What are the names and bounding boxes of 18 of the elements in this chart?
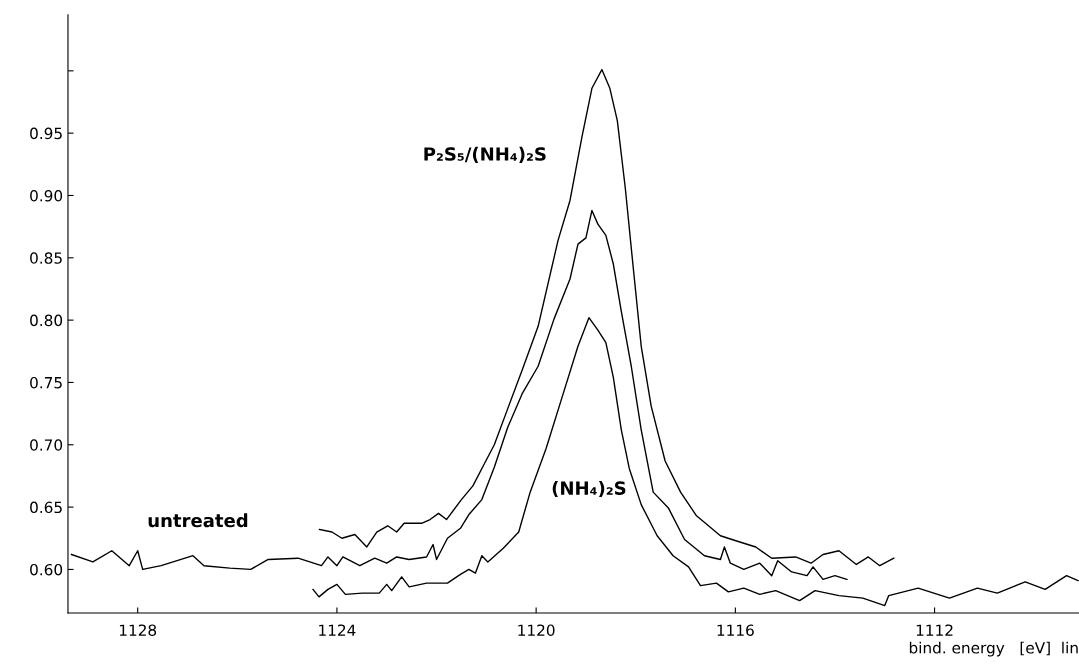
x-tick-label: 1112 <box>916 624 953 636</box>
x-tick-label: 1124 <box>319 624 356 636</box>
y-tick-label: 0.80 <box>30 314 63 327</box>
line-series <box>312 316 1079 607</box>
y-tick-label: 0.70 <box>30 439 63 451</box>
x-tick-label: 1120 <box>518 624 555 636</box>
series-label: P₂S₅/(NH₄)₂S <box>424 146 546 163</box>
y-tick-label: 0.85 <box>30 252 62 264</box>
y-tick-label: 0.90 <box>30 189 63 202</box>
series-label: untreated <box>148 513 248 528</box>
series-label: (NH₄)₂S <box>552 480 626 498</box>
x-tick-label: 1128 <box>119 624 157 636</box>
y-tick-label: 0.60 <box>30 563 63 576</box>
y-tick-label: 0.75 <box>30 376 62 389</box>
x-axis-title: bind. energy [eV] lin <box>909 641 1078 657</box>
y-tick-label: 0.95 <box>30 127 62 140</box>
x-tick-label: 1116 <box>717 624 754 636</box>
y-tick-label: 0.65 <box>30 501 62 514</box>
